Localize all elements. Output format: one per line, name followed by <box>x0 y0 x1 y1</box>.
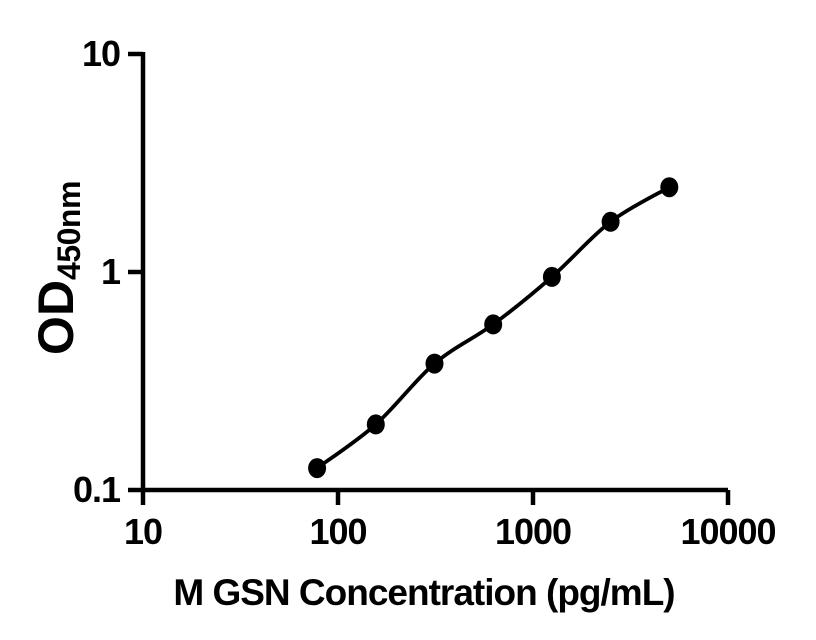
data-point <box>601 211 620 232</box>
x-axis-tick-label: 10000 <box>680 511 775 552</box>
y-axis-title: OD450nm <box>27 168 87 368</box>
x-axis-tick-label: 10 <box>124 511 162 552</box>
data-point <box>660 177 679 198</box>
data-point <box>308 458 327 479</box>
y-axis-tick-label: 0.1 <box>73 469 121 510</box>
axis-lines <box>140 52 728 493</box>
data-point <box>484 314 503 335</box>
x-axis-tick-label: 1000 <box>495 511 571 552</box>
y-axis-tick-label: 1 <box>101 251 121 292</box>
x-axis-tick-label: 100 <box>309 511 366 552</box>
axis-tick-labels: 0.1 1 10 10 100 1000 10000 <box>73 33 777 552</box>
axis-ticks <box>128 51 731 505</box>
y-axis-tick-label: 10 <box>82 33 120 74</box>
data-point <box>366 414 385 435</box>
data-points <box>308 177 679 479</box>
data-point <box>542 266 561 287</box>
data-point <box>425 353 444 374</box>
y-axis-title-main: OD <box>28 279 84 355</box>
x-axis-title: M GSN Concentration (pg/mL) <box>173 572 675 613</box>
y-axis-title-subscript: 450nm <box>51 181 87 280</box>
